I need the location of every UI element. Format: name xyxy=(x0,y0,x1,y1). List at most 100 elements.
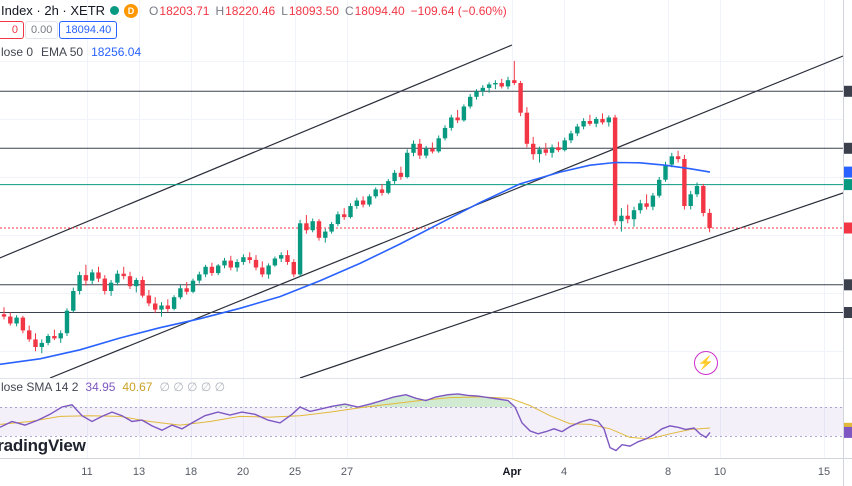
candle-body xyxy=(543,149,548,153)
candle-body xyxy=(587,121,593,124)
candle-body xyxy=(140,280,145,296)
candle-body xyxy=(146,295,152,304)
candle-body xyxy=(512,80,517,83)
candle-body xyxy=(436,138,441,152)
tradingview-logo[interactable]: TradingView xyxy=(0,436,86,455)
delayed-data-icon[interactable]: D xyxy=(124,3,139,18)
candle-body xyxy=(291,262,296,275)
candle-body xyxy=(241,257,246,262)
candle-body xyxy=(486,84,492,88)
time-axis-label: 4 xyxy=(560,466,568,478)
candle-body xyxy=(1,314,7,317)
candle-body xyxy=(285,255,290,262)
candle-body xyxy=(209,266,215,273)
trendline xyxy=(49,55,843,378)
trendline xyxy=(0,44,513,259)
candle-body xyxy=(184,288,189,292)
rsi-sma-line xyxy=(0,396,711,440)
candle-body xyxy=(323,231,328,238)
candle-body xyxy=(165,305,170,309)
candle-body xyxy=(707,212,712,228)
close-value: 18094.40 xyxy=(354,3,405,18)
candle-body xyxy=(398,172,404,177)
candle-body xyxy=(360,200,366,205)
candle-body xyxy=(430,148,435,152)
rsi-layer xyxy=(0,393,843,452)
candle-body xyxy=(335,214,341,224)
time-axis-label: 13 xyxy=(132,466,146,478)
candle-body xyxy=(669,156,674,165)
candle-body xyxy=(650,195,656,207)
change-value: −109.64 (−0.60%) xyxy=(410,3,507,18)
sell-button[interactable]: 0 xyxy=(0,21,24,39)
candle-body xyxy=(197,274,202,281)
ema-line xyxy=(0,161,711,366)
ema-legend-value: 18256.04 xyxy=(91,45,142,59)
price-tag xyxy=(844,426,852,438)
lightning-icon[interactable]: ⚡ xyxy=(694,351,718,375)
candle-body xyxy=(354,200,359,206)
candle-body xyxy=(178,288,183,298)
candle-body xyxy=(190,280,196,292)
candle-body xyxy=(96,272,101,279)
candle-body xyxy=(531,143,536,155)
candle-body xyxy=(480,87,485,92)
time-axis-label: 11 xyxy=(81,466,93,478)
price-tag xyxy=(844,179,852,191)
candle-body xyxy=(411,143,416,153)
time-axis-label: 27 xyxy=(340,466,354,478)
market-status-icon[interactable] xyxy=(110,6,120,15)
candle-body xyxy=(575,126,580,134)
high-value: 18220.46 xyxy=(225,3,276,18)
candle-body xyxy=(228,260,233,268)
time-axis-label: 15 xyxy=(817,466,831,478)
rsi-legend[interactable]: lose SMA 14 2 34.95 40.67 ∅ ∅ ∅ ∅ ∅ xyxy=(1,380,225,394)
candle-body xyxy=(524,112,530,144)
candle-body xyxy=(304,223,309,231)
candle-body xyxy=(568,133,574,141)
low-value: 18093.50 xyxy=(288,3,339,18)
candle-body xyxy=(638,203,643,211)
low-label: L xyxy=(281,3,288,18)
candle-body xyxy=(90,272,95,281)
candle-body xyxy=(234,262,240,268)
candle-body xyxy=(701,186,706,213)
candle-body xyxy=(272,258,278,266)
price-tag xyxy=(844,222,852,234)
buy-button[interactable]: 18094.40 xyxy=(59,21,118,39)
trendline xyxy=(299,192,843,378)
candle-body xyxy=(606,117,611,123)
symbol-legend[interactable]: Index · 2h · XETR D O 18203.71 H 18220.46 … xyxy=(1,3,507,18)
candle-body xyxy=(14,317,19,324)
candle-body xyxy=(279,255,284,259)
candle-body xyxy=(594,118,599,124)
candle-body xyxy=(549,147,555,153)
candle-body xyxy=(27,330,32,340)
price-chart[interactable] xyxy=(0,0,852,458)
candle-body xyxy=(518,83,523,113)
price-tag xyxy=(844,279,852,291)
candle-body xyxy=(657,179,662,196)
candle-body xyxy=(134,280,139,287)
open-value: 18203.71 xyxy=(159,3,210,18)
candle-body xyxy=(373,189,378,197)
symbol-title[interactable]: Index · 2h · XETR xyxy=(1,3,106,18)
candle-body xyxy=(77,275,82,291)
candle-body xyxy=(20,317,26,331)
candle-body xyxy=(417,143,422,156)
candle-body xyxy=(297,223,303,275)
candle-body xyxy=(203,266,208,275)
ema-legend[interactable]: lose 0 EMA 50 18256.04 xyxy=(1,45,141,59)
candle-body xyxy=(631,210,637,220)
ohlc-values: O 18203.71 H 18220.46 L 18093.50 C 18094.40 … xyxy=(143,4,507,18)
rsi-legend-label: lose SMA 14 2 xyxy=(1,380,79,394)
candle-body xyxy=(392,172,397,182)
candle-body xyxy=(58,333,63,339)
candle-body xyxy=(663,164,668,180)
time-axis-label: 10 xyxy=(713,466,727,478)
candle-body xyxy=(423,148,429,156)
time-axis[interactable]: 11 13 18 20 25 27 Apr 4 8 10 15 xyxy=(0,458,852,486)
candle-body xyxy=(386,181,391,193)
candle-body xyxy=(442,127,448,139)
